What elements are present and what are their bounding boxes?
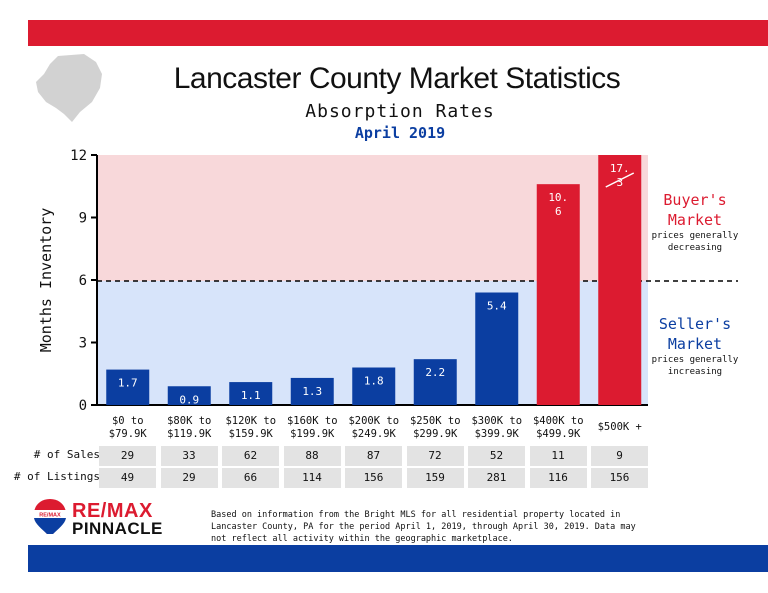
table-cell: 156 xyxy=(591,468,648,488)
svg-text:RE/MAX: RE/MAX xyxy=(39,513,61,519)
bar xyxy=(536,184,580,405)
y-tick-label: 9 xyxy=(79,211,87,227)
table-cell: 72 xyxy=(406,446,464,466)
table-cell: 281 xyxy=(468,468,525,488)
report-period: April 2019 xyxy=(354,124,446,142)
buyers-market-title: Buyer's Market xyxy=(663,191,727,229)
x-category-label: $500K + xyxy=(598,421,642,433)
sellers-market-note: prices generally increasing xyxy=(651,355,739,377)
brand-subname: PINNACLE xyxy=(72,519,163,538)
y-axis-title: Months Inventory xyxy=(37,208,55,353)
x-category-label: $79.9K xyxy=(109,428,148,440)
table-cell: 49 xyxy=(99,468,156,488)
bar xyxy=(167,386,211,405)
buyers-market-note: prices generally decreasing xyxy=(651,231,739,253)
x-category-label: $0 to xyxy=(112,415,144,427)
bar-value-label: 17. xyxy=(610,162,630,175)
bar-value-label: 5.4 xyxy=(487,300,507,313)
y-tick-label: 3 xyxy=(79,336,87,352)
axis-break-mark xyxy=(605,172,635,188)
county-map-icon xyxy=(36,54,102,122)
table-cell: 114 xyxy=(283,468,341,488)
balloon-logo-icon: RE/MAX xyxy=(34,499,66,534)
bar-value-label: 1.3 xyxy=(302,385,322,398)
bar-value-label: 1.1 xyxy=(241,389,261,402)
table-cell: 29 xyxy=(99,446,156,466)
x-category-label: $299.9K xyxy=(413,428,458,440)
table-cell: 159 xyxy=(406,468,464,488)
table-cell: 33 xyxy=(160,446,218,466)
x-category-label: $200K to xyxy=(348,415,399,427)
x-category-label: $399.9K xyxy=(475,428,520,440)
table-cell: 52 xyxy=(468,446,525,466)
x-category-label: $499.9K xyxy=(536,428,581,440)
bar xyxy=(475,292,519,405)
x-category-label: $400K to xyxy=(533,415,584,427)
bar xyxy=(413,359,457,405)
bar-value-label: 1.7 xyxy=(118,377,138,390)
table-cell: 66 xyxy=(222,468,279,488)
top-red-band xyxy=(28,20,768,46)
table-cell: 62 xyxy=(222,446,279,466)
page-title: Lancaster County Market Statistics xyxy=(173,62,621,95)
y-tick-label: 12 xyxy=(70,148,87,164)
bar-value-label: 10. xyxy=(548,191,568,204)
y-tick-label: 6 xyxy=(79,273,87,289)
bar xyxy=(229,382,273,405)
data-source-note: Based on information from the Bright MLS… xyxy=(211,510,636,544)
bottom-blue-band xyxy=(28,545,768,572)
x-category-label: $300K to xyxy=(471,415,522,427)
table-cell: 116 xyxy=(529,468,587,488)
row-label: # of Listings xyxy=(13,470,100,483)
table-cell: 88 xyxy=(283,446,341,466)
x-category-label: $159.9K xyxy=(229,428,274,440)
bar xyxy=(598,155,642,405)
bar-value-label: 1.8 xyxy=(364,375,384,388)
x-category-label: $119.9K xyxy=(167,428,212,440)
table-cell: 156 xyxy=(345,468,402,488)
table-cell: 29 xyxy=(160,468,218,488)
row-label: # of Sales xyxy=(33,448,100,461)
y-tick-label: 0 xyxy=(79,398,87,414)
bar-value-label: 6 xyxy=(555,205,562,218)
bar xyxy=(352,367,396,405)
x-category-label: $199.9K xyxy=(290,428,335,440)
x-category-label: $80K to xyxy=(167,415,211,427)
bar-value-label: 3 xyxy=(616,176,623,189)
x-category-label: $120K to xyxy=(225,415,276,427)
table-cell: 87 xyxy=(345,446,402,466)
bar-value-label: 2.2 xyxy=(425,366,445,379)
bar xyxy=(106,369,150,405)
brand-name: RE/MAX xyxy=(72,500,153,522)
bar-value-label: 0.9 xyxy=(179,393,199,406)
x-category-label: $249.9K xyxy=(352,428,397,440)
bar xyxy=(290,377,334,405)
table-cell: 11 xyxy=(529,446,587,466)
table-cell: 9 xyxy=(591,446,648,466)
x-category-label: $250K to xyxy=(410,415,461,427)
x-category-label: $160K to xyxy=(287,415,338,427)
page-subtitle: Absorption Rates xyxy=(305,101,495,122)
sellers-market-title: Seller's Market xyxy=(658,315,732,353)
